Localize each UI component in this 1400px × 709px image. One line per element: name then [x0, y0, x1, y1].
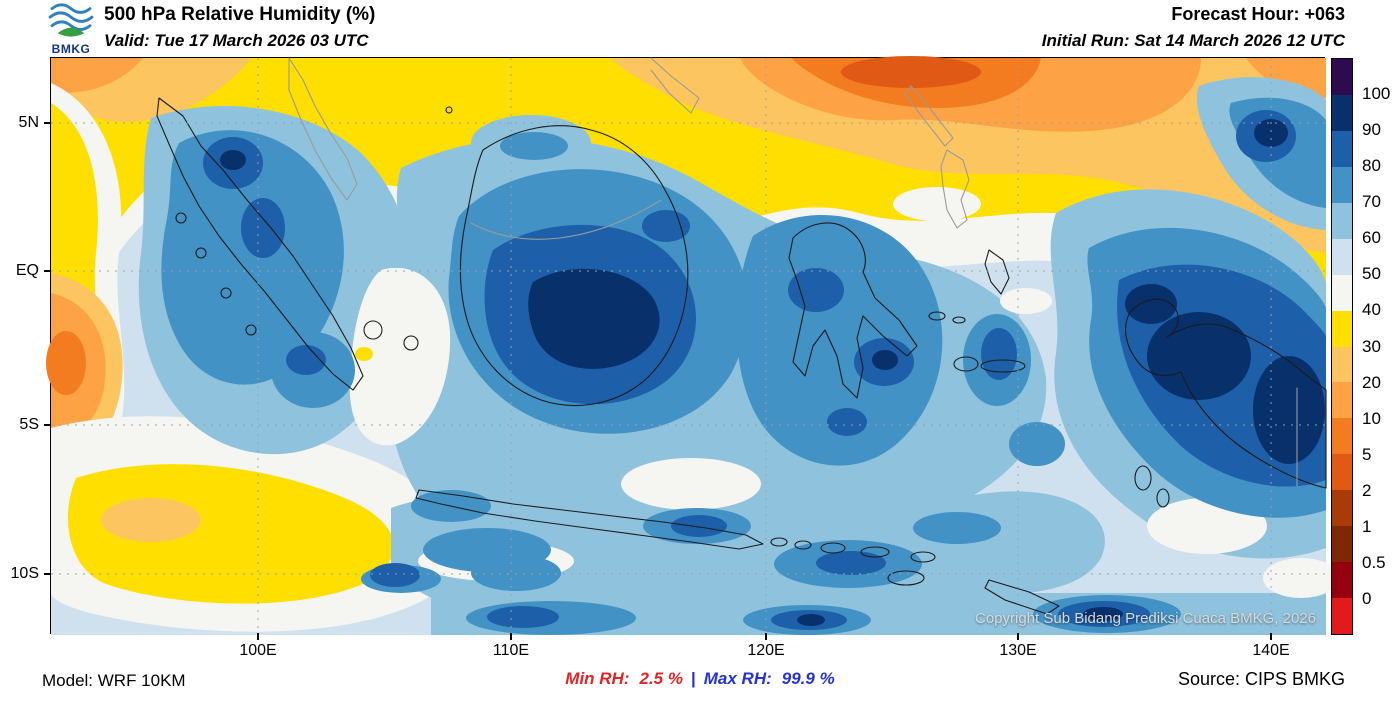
colorbar-label-0: 0: [1362, 588, 1372, 608]
bmkg-logo-text: BMKG: [51, 42, 91, 56]
colorbar-label-10: 10: [1362, 408, 1381, 428]
min-max-stats: Min RH: 2.5 % | Max RH: 99.9 %: [565, 669, 834, 689]
lat-tick: [44, 573, 51, 575]
colorbar-label-2: 2: [1362, 480, 1372, 500]
lat-label-5S: 5S: [19, 416, 39, 433]
min-rh-label: Min RH:: [565, 669, 630, 688]
colorbar-label-30: 30: [1362, 336, 1381, 356]
colorbar-label-90: 90: [1362, 120, 1381, 140]
forecast-hour-label: Forecast Hour: +063: [1171, 4, 1345, 24]
max-rh-value: 99.9 %: [781, 669, 835, 688]
source-label: Source: CIPS BMKG: [1177, 669, 1345, 689]
lon-label-140E: 140E: [1252, 642, 1290, 659]
model-label: Model: WRF 10KM: [42, 671, 186, 690]
colorbar-segment-12: [1332, 490, 1352, 527]
colorbar-labels: 100 90 80 70 60 50 40 30 20 10 5 2 1 0.5 0: [1362, 58, 1400, 635]
initial-run-label: Initial Run: Sat 14 March 2026 12 UTC: [1041, 31, 1345, 50]
lat-label-10S: 10S: [10, 565, 39, 582]
colorbar-segment-3: [1332, 166, 1352, 203]
colorbar-segment-2: [1332, 130, 1352, 167]
copyright-text: Copyright Sub Bidang Prediksi Cuaca BMKG…: [974, 610, 1316, 627]
colorbar-label-50: 50: [1362, 264, 1381, 284]
colorbar-segment-5: [1332, 238, 1352, 275]
colorbar-label-20: 20: [1362, 372, 1381, 392]
min-rh-value: 2.5 %: [639, 669, 683, 688]
lon-tick: [1017, 633, 1019, 640]
colorbar-legend: [1331, 58, 1353, 635]
lat-label-5N: 5N: [18, 114, 39, 131]
colorbar-label-80: 80: [1362, 156, 1381, 176]
lat-tick: [44, 424, 51, 426]
colorbar-label-100: 100: [1362, 84, 1391, 104]
lon-label-120E: 120E: [747, 642, 785, 659]
colorbar-segment-0: [1332, 59, 1352, 95]
colorbar-label-70: 70: [1362, 192, 1381, 212]
colorbar-segment-8: [1332, 346, 1352, 383]
colorbar-segment-15: [1332, 598, 1352, 634]
colorbar-label-40: 40: [1362, 300, 1381, 320]
colorbar-label-60: 60: [1362, 228, 1381, 248]
lon-label-130E: 130E: [999, 642, 1037, 659]
lon-label-110E: 110E: [492, 642, 530, 659]
lon-tick: [510, 633, 512, 640]
page-title: 500 hPa Relative Humidity (%): [104, 4, 376, 25]
lat-tick: [44, 270, 51, 272]
bmkg-logo-icon: [48, 3, 94, 37]
map-plot-area: Copyright Sub Bidang Prediksi Cuaca BMKG…: [11, 56, 1390, 659]
colorbar-segment-14: [1332, 562, 1352, 599]
colorbar-label-0.5: 0.5: [1362, 552, 1386, 572]
lon-tick: [257, 633, 259, 640]
colorbar-segment-13: [1332, 526, 1352, 563]
humidity-contour-map: [46, 56, 1339, 635]
valid-time-label: Valid: Tue 17 March 2026 03 UTC: [104, 31, 369, 50]
lon-tick: [1270, 633, 1272, 640]
lon-label-100E: 100E: [239, 642, 277, 659]
stats-separator: |: [690, 669, 696, 688]
bmkg-logo: BMKG: [42, 1, 100, 56]
colorbar-label-1: 1: [1362, 516, 1372, 536]
colorbar-label-5: 5: [1362, 444, 1372, 464]
colorbar-segment-7: [1332, 310, 1352, 347]
lat-tick: [44, 122, 51, 124]
colorbar-segment-9: [1332, 382, 1352, 419]
lat-label-EQ: EQ: [15, 262, 39, 279]
colorbar-segment-10: [1332, 418, 1352, 455]
colorbar-segment-6: [1332, 274, 1352, 311]
colorbar-segment-1: [1332, 94, 1352, 131]
colorbar-segment-4: [1332, 202, 1352, 239]
lon-tick: [765, 633, 767, 640]
colorbar-segment-11: [1332, 454, 1352, 491]
max-rh-label: Max RH:: [703, 669, 772, 688]
